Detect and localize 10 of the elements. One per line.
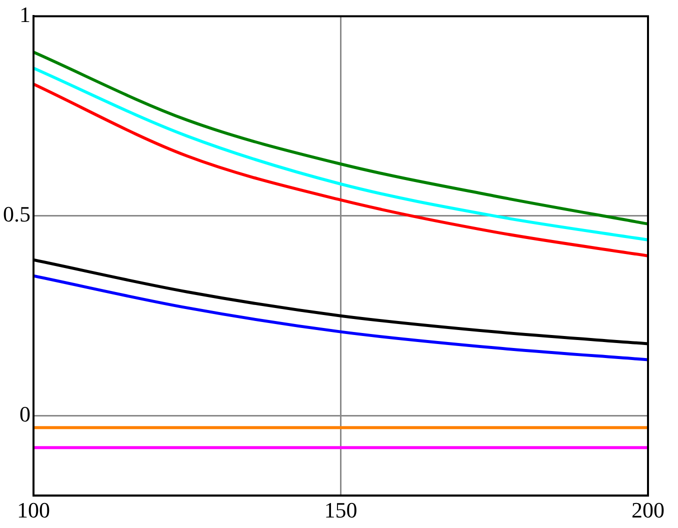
x-tick-label: 150 <box>324 498 358 523</box>
line-series <box>34 50 648 226</box>
y-tick-label: 0.5 <box>3 202 30 227</box>
x-tick-label: 200 <box>632 498 664 523</box>
y-tick-label: 1 <box>20 2 30 27</box>
line-series <box>34 66 648 242</box>
y-tick-label: 0 <box>20 401 30 426</box>
x-tick-label: 100 <box>17 498 50 523</box>
line-series <box>34 274 648 362</box>
line-series <box>34 82 648 258</box>
